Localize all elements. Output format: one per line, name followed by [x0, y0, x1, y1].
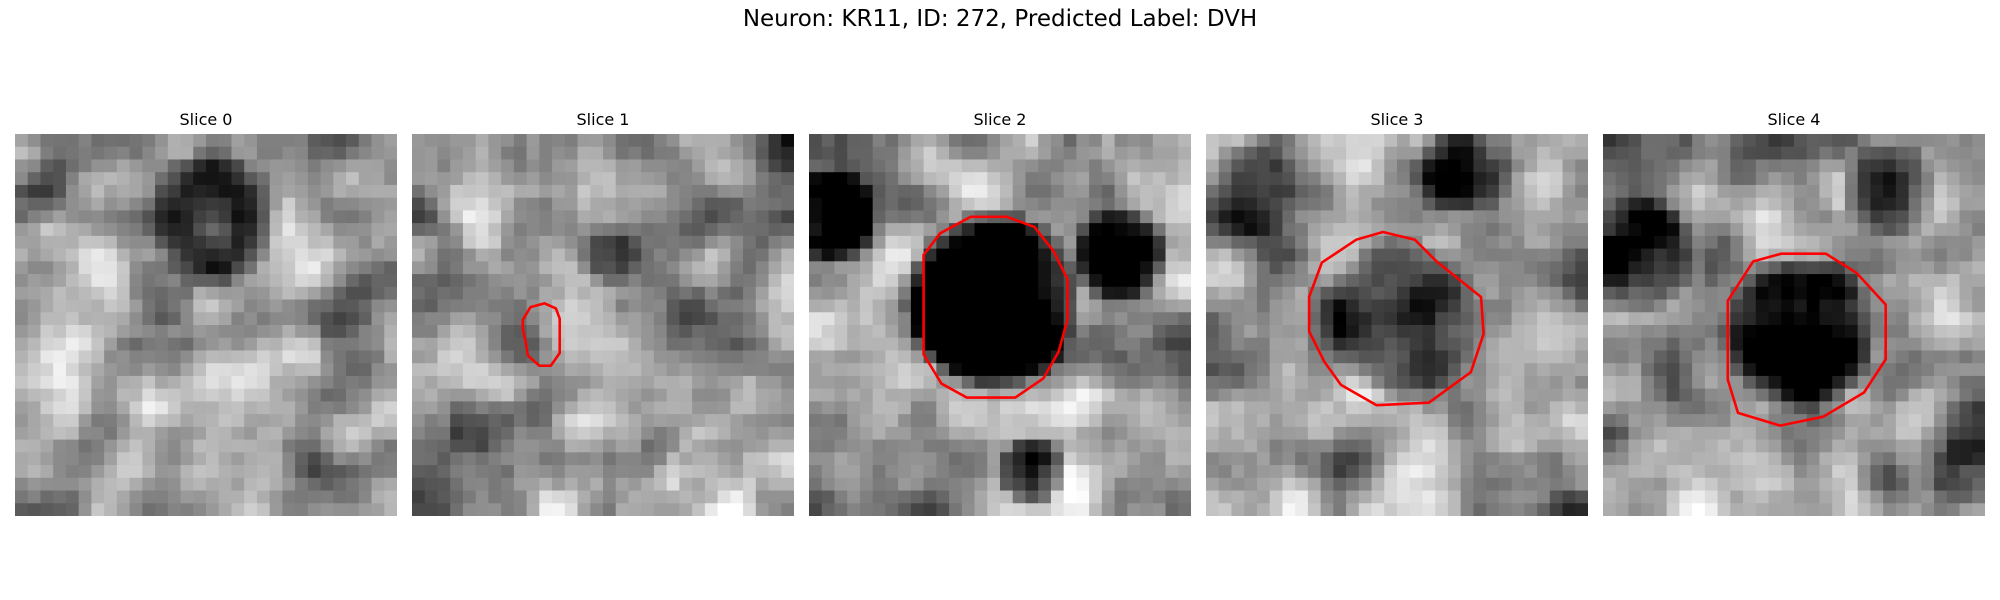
slice-title-3: Slice 3: [1370, 110, 1424, 129]
slice-image-2: [809, 134, 1191, 516]
slice-title-4: Slice 4: [1767, 110, 1821, 129]
slice-title-0: Slice 0: [179, 110, 233, 129]
roi-contour: [1307, 230, 1485, 407]
slice-title-2: Slice 2: [973, 110, 1027, 129]
figure-title: Neuron: KR11, ID: 272, Predicted Label: …: [742, 6, 1258, 32]
roi-contour: [922, 215, 1069, 399]
slice-image-3: [1206, 134, 1588, 516]
slice-image-1: [412, 134, 794, 516]
slice-image-0: [15, 134, 397, 516]
slice-title-1: Slice 1: [576, 110, 630, 129]
roi-contour: [521, 302, 562, 368]
roi-contour: [1726, 252, 1887, 427]
slice-image-4: [1603, 134, 1985, 516]
